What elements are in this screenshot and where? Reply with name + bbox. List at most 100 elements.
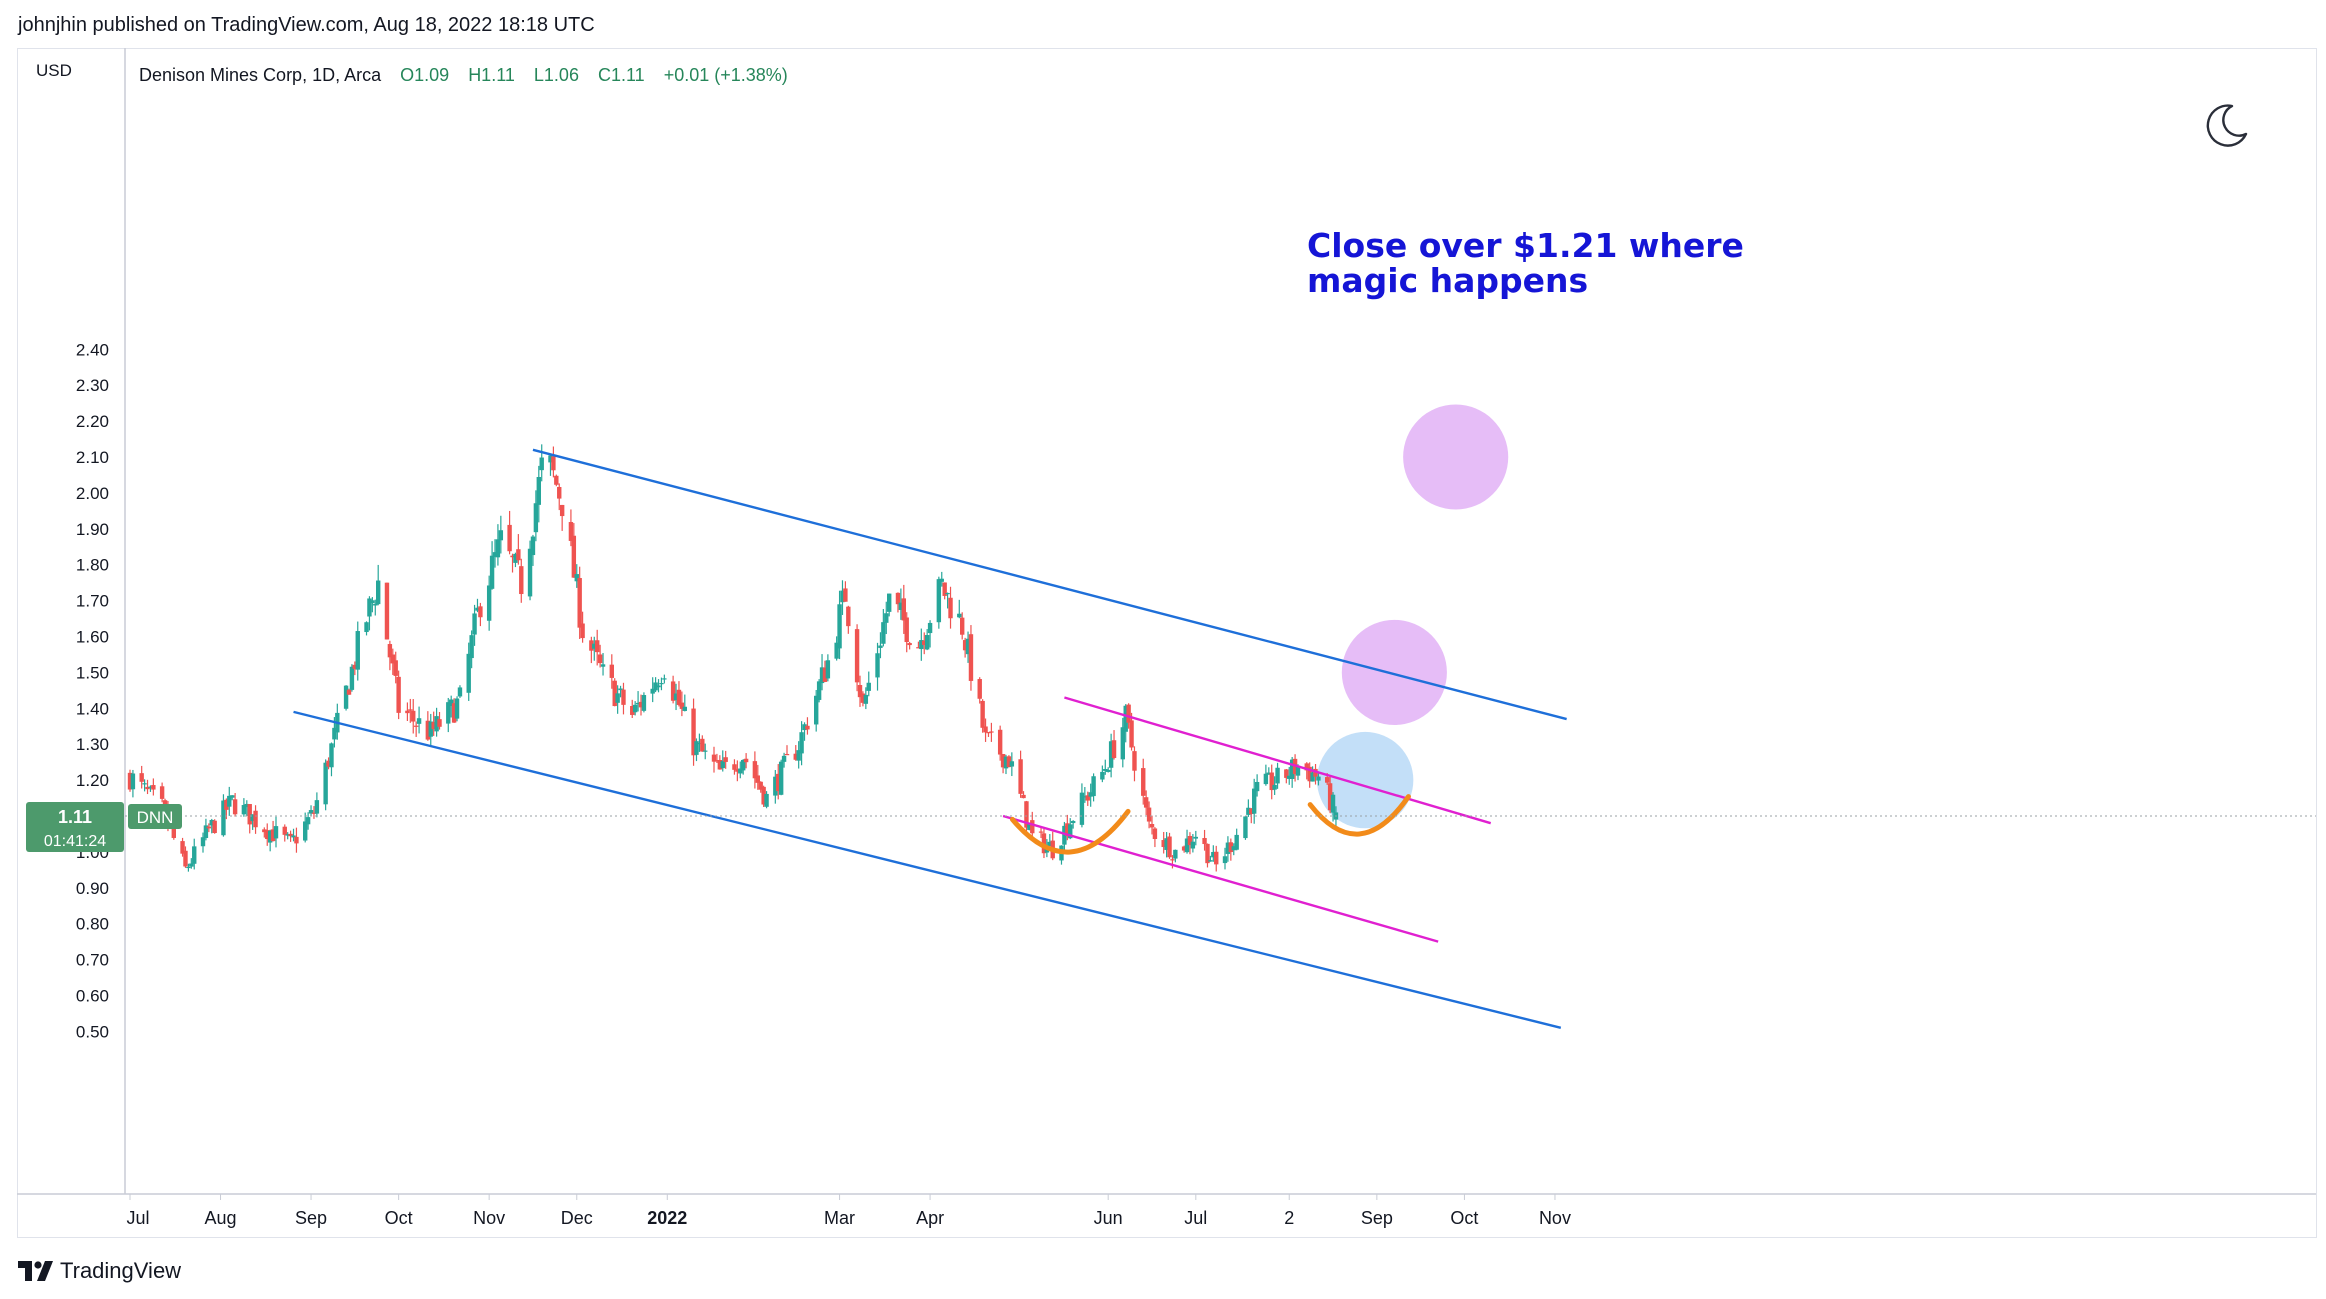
candle-up [945, 592, 950, 609]
candle-up [1184, 829, 1190, 854]
candle-down [1000, 753, 1006, 774]
candle-up [834, 636, 839, 661]
trendline-lower-blue[interactable] [293, 710, 1562, 1029]
candle-up [1289, 756, 1295, 788]
tradingview-footer[interactable]: TradingView [18, 1258, 181, 1284]
candle-down [983, 718, 988, 742]
candle-down [265, 823, 270, 846]
highlight-circle-violet[interactable] [1341, 619, 1447, 725]
candle-up [370, 597, 375, 613]
y-tick-label: 0.70 [76, 951, 109, 970]
candle-up [703, 743, 708, 760]
candle-down [1170, 855, 1175, 869]
trendline-layer [293, 448, 1567, 1029]
candle-up [250, 814, 255, 830]
candle-up [837, 590, 842, 660]
candle-down [1149, 815, 1155, 835]
trendline-upper-magenta[interactable] [1064, 696, 1492, 825]
candle-down [554, 474, 559, 487]
candle-down [968, 625, 974, 691]
candle-down [311, 806, 317, 819]
candle-down [743, 753, 749, 769]
candle-up [799, 721, 804, 766]
candle-down [597, 644, 603, 668]
candle-down [411, 699, 416, 734]
candle-down [206, 823, 212, 833]
candle-down [510, 553, 515, 573]
candle-down [1111, 730, 1117, 760]
y-tick-label: 0.60 [76, 987, 109, 1006]
candle-down [1065, 814, 1070, 841]
candle-up [1108, 733, 1114, 778]
candle-down [589, 636, 594, 664]
candle-down [1214, 845, 1219, 872]
candle-up [939, 571, 944, 587]
candle-down [1161, 831, 1166, 854]
candle-up [469, 630, 474, 669]
candle-down [989, 722, 994, 742]
candle-up [1234, 828, 1239, 851]
currency-label: USD [36, 61, 72, 80]
candle-up [457, 685, 463, 698]
x-tick-label: Dec [561, 1208, 593, 1228]
candle-up [495, 524, 501, 566]
candle-up [1088, 783, 1093, 807]
y-tick-label: 2.20 [76, 412, 109, 431]
trendline-lower-magenta[interactable] [1002, 814, 1439, 943]
candle-up [539, 444, 544, 482]
candle-up [1164, 832, 1169, 858]
candle-up [475, 598, 480, 613]
candle-down [962, 637, 968, 658]
y-tick-label: 1.20 [76, 771, 109, 790]
candle-up [513, 552, 518, 568]
candle-down [711, 746, 717, 773]
candle-up [533, 490, 539, 542]
published-by-text: johnjhin published on TradingView.com, A… [18, 14, 595, 36]
candle-up [863, 687, 869, 710]
candle-up [682, 694, 687, 712]
candle-down [761, 785, 766, 808]
candle-up [329, 742, 334, 777]
trendline-upper-blue[interactable] [532, 448, 1567, 721]
candle-up [373, 599, 378, 616]
candle-up [764, 791, 769, 809]
candle-down [960, 612, 965, 640]
candle-up [825, 654, 831, 682]
y-tick-label: 1.50 [76, 663, 109, 682]
rounded-bottom-arc[interactable] [1307, 794, 1411, 837]
candle-down [568, 509, 574, 547]
candle-down [183, 846, 188, 868]
candle-up [367, 596, 372, 631]
legend-close: C1.11 [598, 65, 645, 85]
candle-down [609, 654, 614, 689]
candle-down [1038, 826, 1044, 839]
candle-up [446, 697, 451, 733]
candle-up [650, 677, 655, 703]
candle-down [676, 681, 682, 707]
candle-up [267, 829, 273, 852]
candle-down [904, 612, 909, 653]
candle-up [1231, 843, 1236, 856]
candle-down [326, 757, 331, 770]
x-tick-label: Aug [205, 1208, 237, 1228]
highlight-circle-violet[interactable] [1403, 404, 1509, 510]
highlight-circle-blue[interactable] [1316, 731, 1414, 829]
candle-up [1208, 855, 1213, 862]
candle-down [1152, 827, 1158, 848]
candle-up [673, 683, 679, 711]
candle-up [1266, 767, 1271, 775]
candle-up [919, 628, 924, 661]
y-tick-label: 2.10 [76, 448, 109, 467]
candle-down [907, 641, 912, 650]
rounded-bottom-arc[interactable] [1009, 808, 1131, 855]
candle-up [1193, 830, 1198, 846]
legend-row: Denison Mines Corp, 1D, Arca O1.09 H1.11… [139, 65, 788, 85]
candle-down [270, 820, 276, 842]
y-tick-label: 2.30 [76, 376, 109, 395]
chart-frame[interactable] [17, 48, 2317, 1238]
candle-up [241, 798, 247, 817]
candle-up [632, 701, 638, 716]
candle-down [638, 694, 644, 716]
moon-icon[interactable] [2206, 104, 2248, 147]
